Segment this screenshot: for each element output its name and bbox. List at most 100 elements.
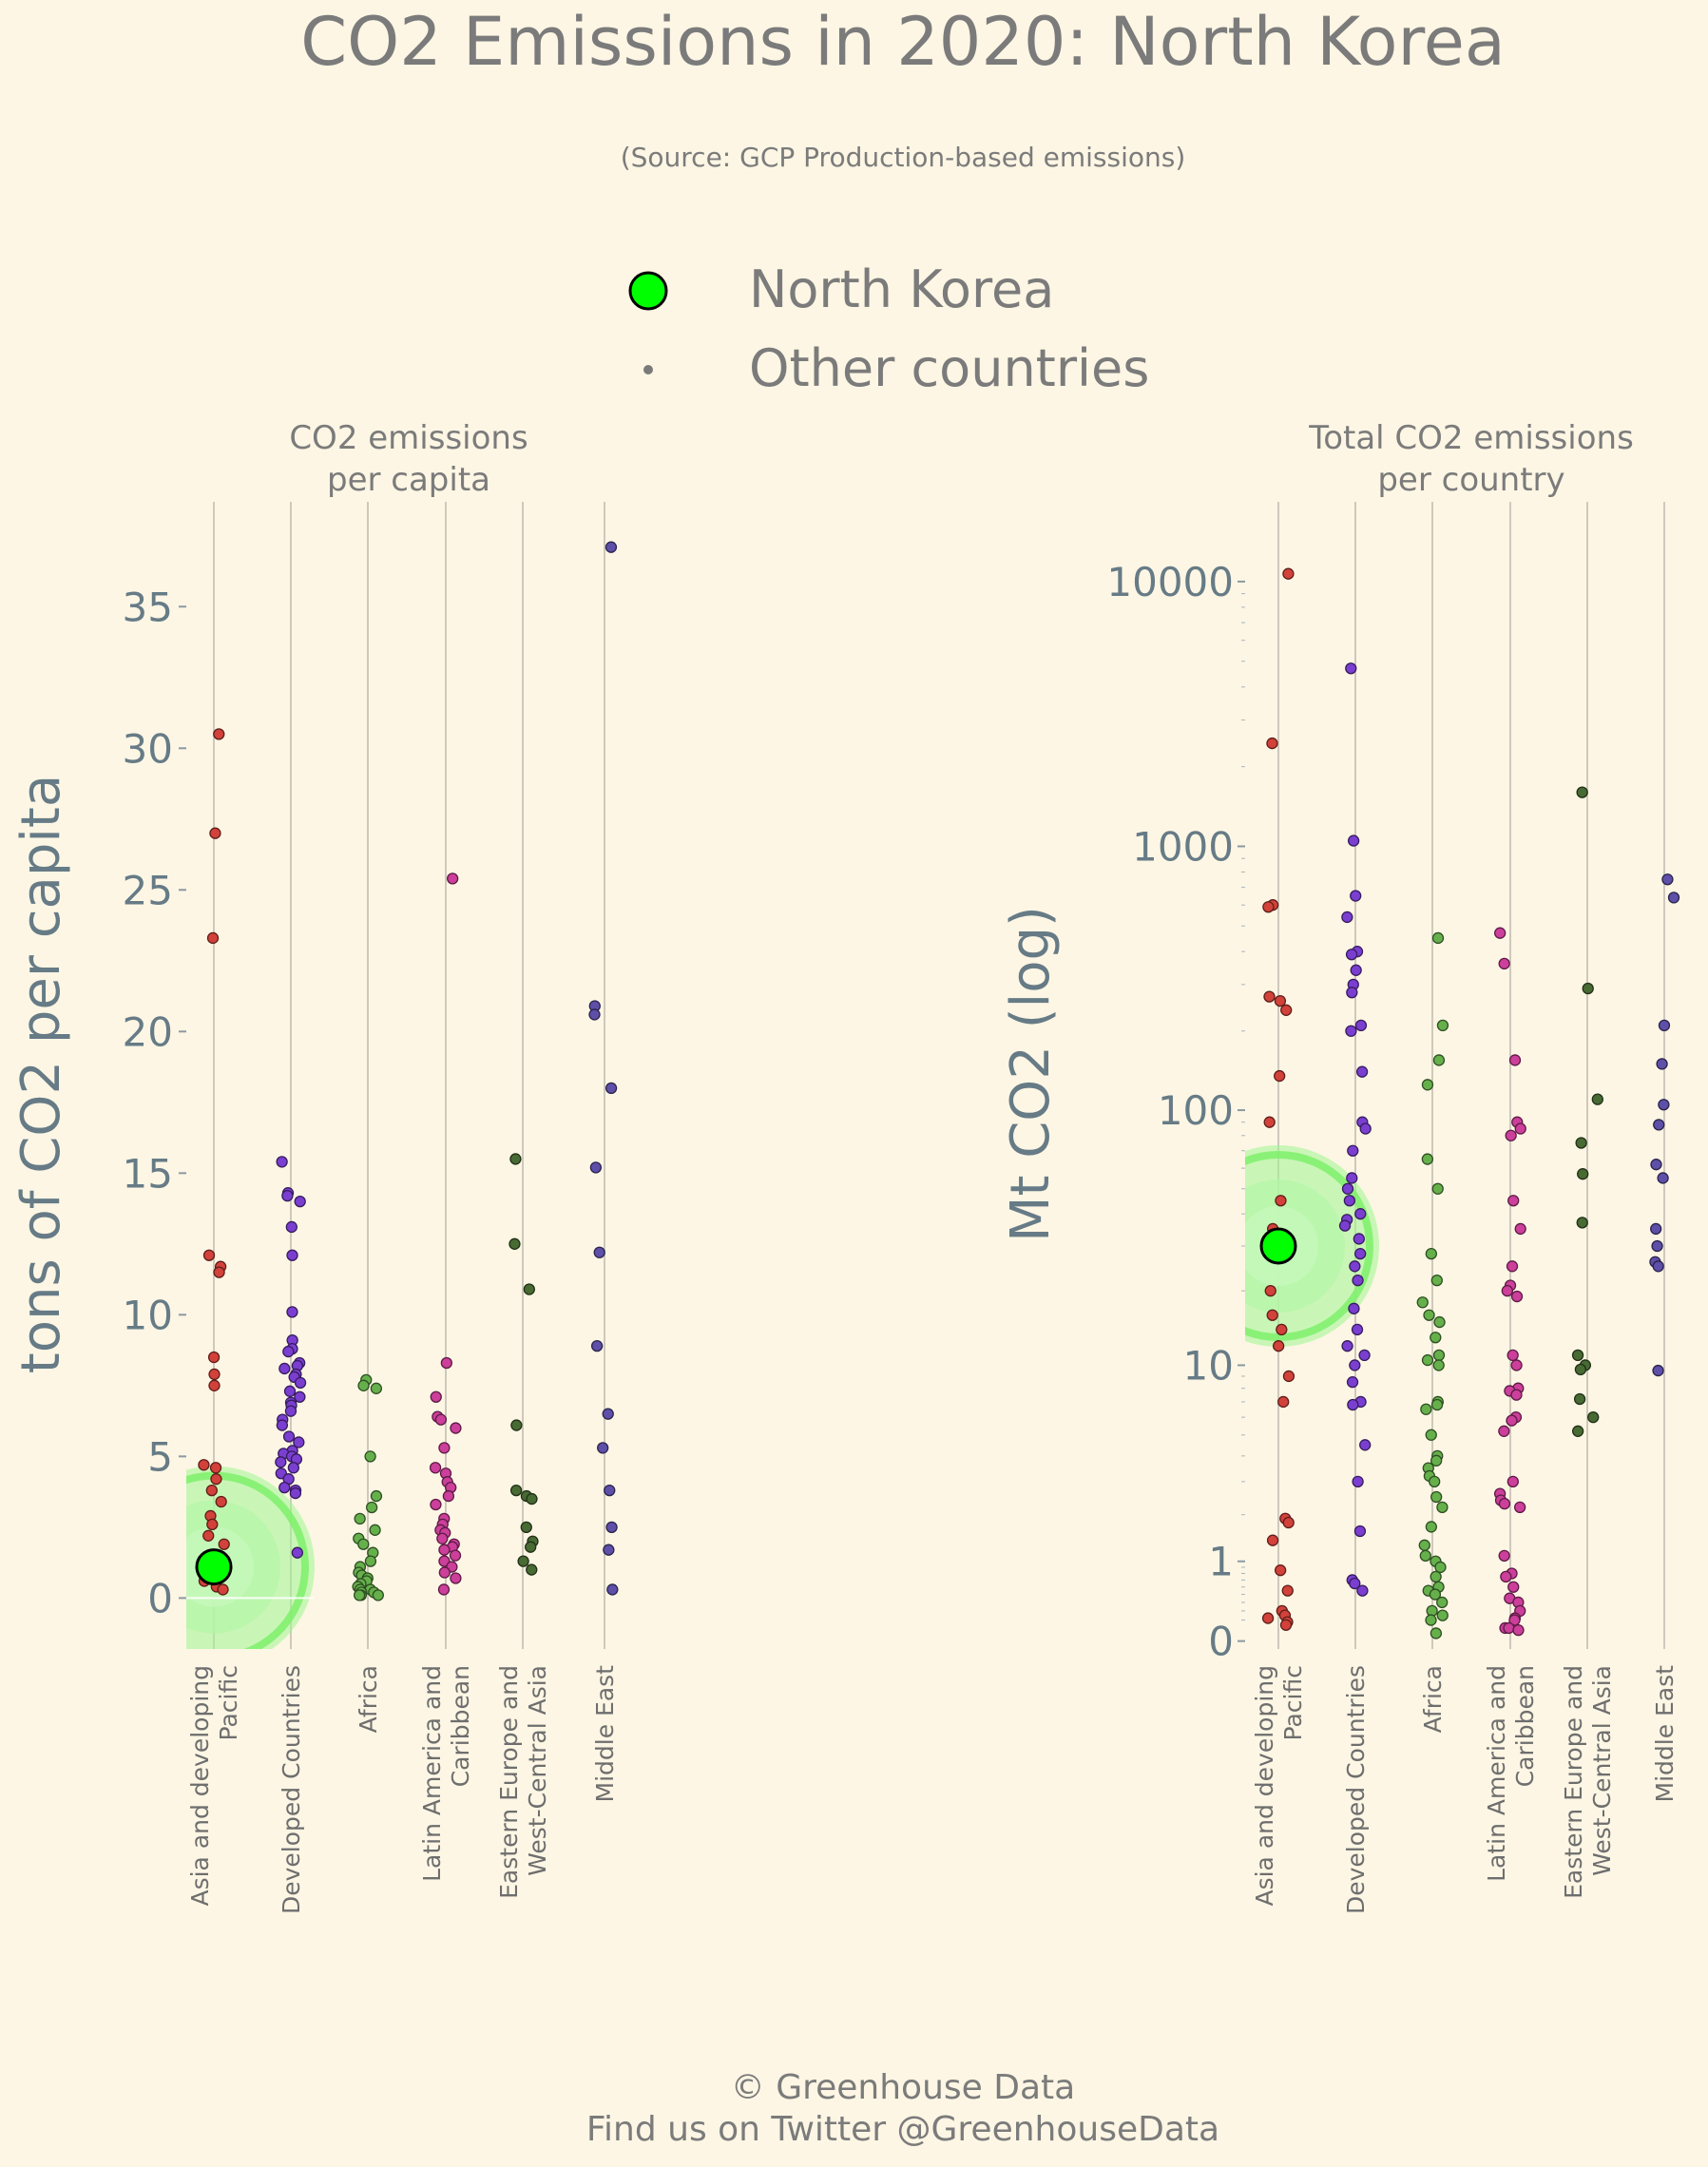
data-point [1419,1549,1431,1562]
data-point [1282,1370,1295,1383]
data-point [1282,1516,1295,1529]
x-tick-label: Eastern Europe and [495,1665,523,1899]
y-tick-label: 30 [123,725,173,772]
data-point [1421,1153,1434,1165]
data-point [205,1484,218,1497]
data-point [1431,931,1445,945]
data-point [1425,1614,1437,1626]
data-point [606,1583,619,1596]
data-point [588,1008,601,1021]
data-point [1656,1058,1668,1070]
x-tick-label: Latin America and [1483,1665,1510,1882]
total-emissions-panel: Total CO2 emissions per country Mt CO2 (lo… [1000,419,1680,1914]
data-point [1418,1539,1430,1551]
data-point [589,1161,603,1174]
data-point [430,1390,442,1403]
y-axis-label: tons of CO2 per capita [10,775,72,1373]
data-point [278,1481,291,1494]
data-point [1432,1359,1445,1371]
data-point [1508,1614,1521,1626]
data-point [369,1524,381,1536]
data-point [1436,1596,1449,1609]
x-tick-label: Developed Countries [278,1665,305,1914]
panel-title-line: Total CO2 emissions [1308,419,1634,457]
data-point [1498,1549,1510,1562]
data-point [1282,567,1295,580]
data-point [208,1379,221,1391]
data-point [1514,1222,1526,1236]
data-point [1275,1195,1287,1207]
x-tick-label: Developed Countries [1342,1665,1370,1914]
x-tick-label: Asia and developing [186,1665,214,1907]
data-point [1356,1584,1369,1597]
data-point [1577,1168,1589,1180]
data-point [1345,1025,1357,1037]
data-point [1280,1004,1293,1016]
data-point [1354,1247,1367,1260]
data-point [1510,1359,1523,1371]
y-tick-label: 1000 [1132,823,1234,870]
data-point [1429,1475,1441,1488]
data-point [1338,1219,1352,1232]
data-point [1346,1172,1358,1184]
data-point [449,1549,462,1562]
data-point [372,1589,384,1601]
legend-highlight-label: North Korea [749,259,1054,319]
data-point [1266,737,1278,750]
y-tick-label: 10 [1183,1342,1234,1389]
data-point [1436,1019,1449,1032]
data-point [1423,1309,1435,1321]
data-point [1576,1217,1588,1229]
data-point [450,1422,462,1434]
data-point [1421,1079,1434,1091]
data-point [430,1498,442,1511]
data-point [284,1405,297,1417]
data-point [1650,1222,1662,1236]
data-point [1498,1497,1511,1510]
highlight-point [1259,1227,1297,1265]
data-point [442,1489,455,1503]
x-tick-label: Middle East [1651,1665,1679,1803]
data-point [1277,1395,1290,1409]
x-tick-label: Africa [1419,1665,1447,1733]
legend-other-label: Other countries [749,338,1149,398]
data-point [213,728,225,740]
data-point [364,1450,376,1463]
data-point [1500,1570,1512,1583]
data-point [210,1473,222,1486]
data-point [1574,1363,1587,1376]
data-point [1350,890,1362,902]
data-point [1359,1439,1372,1451]
data-point [437,1583,451,1596]
data-point [509,1237,521,1250]
data-point [509,1484,523,1497]
data-point [286,1249,298,1261]
data-point [593,1246,605,1258]
data-point [1425,1521,1438,1533]
y-tick-label: 1 [1208,1539,1234,1585]
data-point [1431,1182,1444,1195]
y-axis-label: Mt CO2 (log) [1000,906,1062,1242]
data-point [198,1459,210,1471]
data-point [1510,1389,1523,1401]
y-tick-label: 35 [123,584,173,630]
data-point [1346,1376,1359,1389]
panel-title-line: per country [1377,461,1564,499]
data-point [1345,949,1358,961]
data-point [1436,1501,1449,1514]
data-point [370,1382,383,1394]
y-tick-label: 10000 [1106,559,1234,605]
data-point [1582,982,1594,995]
data-point [1507,1581,1520,1593]
data-point [1354,1208,1367,1220]
data-point [1652,1260,1664,1273]
data-point [605,1082,618,1095]
y-tick-label: 10 [123,1292,173,1338]
data-point [510,1419,523,1431]
y-tick-label: 100 [1158,1087,1234,1134]
data-point [1358,1349,1371,1362]
data-point [1275,1564,1287,1577]
data-point [1506,1260,1519,1273]
data-point [1273,1340,1285,1352]
data-point [1575,1137,1587,1149]
